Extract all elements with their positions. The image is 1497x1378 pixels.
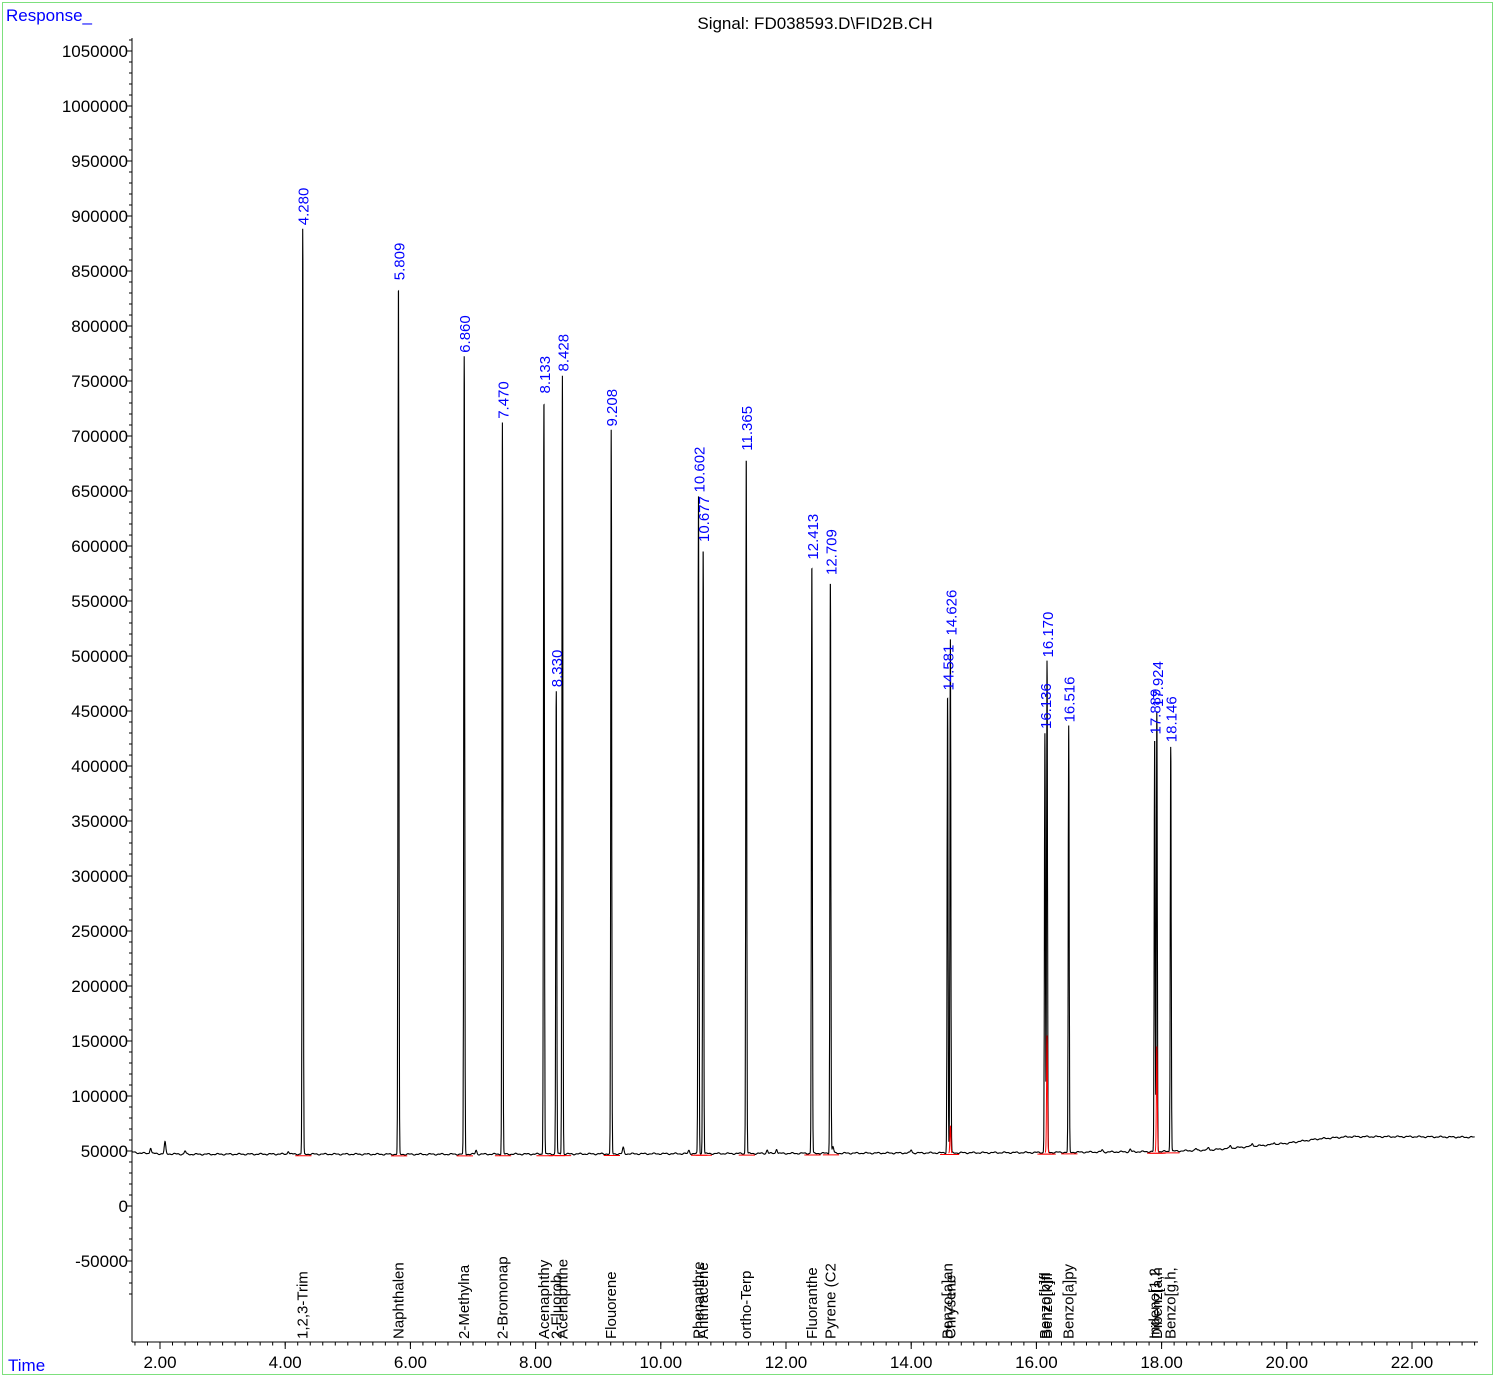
compound-label: Indeno[1,2 [1147,1268,1164,1339]
compound-label: Benzo[b]fl [1037,1272,1054,1339]
y-axis-title: Response_ [6,6,93,25]
compound-label: 2-Fluorob [548,1275,565,1339]
compound-label: Benzo[g,h, [1163,1267,1180,1339]
retention-time-label: 8.330 [549,650,566,688]
compound-label: Naphthalen [390,1262,407,1339]
compound-label: Fluoranthe [804,1267,821,1339]
y-tick-label: 750000 [71,372,128,391]
compound-label: Benzo[a]py [1061,1263,1078,1339]
compound-label: Pyrene (C2 [822,1263,839,1339]
chromatogram-trace [131,228,1475,1156]
retention-time-label: 14.626 [943,590,960,636]
y-tick-label: 600000 [71,537,128,556]
retention-time-label: 17.889 [1148,689,1165,735]
x-axis-title: Time [8,1356,46,1375]
compound-label: Acenaphthy [536,1259,553,1339]
y-tick-label: 500000 [71,647,128,666]
x-tick-label: 2.00 [143,1353,176,1372]
retention-time-label: 16.170 [1040,612,1057,658]
y-tick-label: 700000 [71,427,128,446]
retention-time-label: 6.860 [457,315,474,353]
y-tick-label: 0 [119,1197,128,1216]
compound-label: Dibenz[a,h [1149,1267,1166,1339]
y-tick-label: 900000 [71,207,128,226]
x-tick-label: 16.00 [1015,1353,1058,1372]
y-tick-label: 400000 [71,757,128,776]
compound-label: ortho-Terp [738,1271,755,1339]
compound-label: Benzo[k]fl [1039,1273,1056,1339]
retention-time-label: 9.208 [604,389,621,427]
compound-label: Anthracene [695,1262,712,1339]
x-tick-label: 22.00 [1391,1353,1434,1372]
retention-time-label: 10.602 [691,447,708,493]
retention-time-label: 12.413 [805,514,822,560]
retention-time-label: 10.677 [696,496,713,542]
compound-label: Chrysene [942,1275,959,1339]
y-tick-label: 100000 [71,1087,128,1106]
compound-label: Phenanthre [690,1261,707,1339]
y-tick-label: 250000 [71,922,128,941]
y-tick-label: 1050000 [62,42,128,61]
y-tick-label: 150000 [71,1032,128,1051]
compound-label: 1,2,3-Trim [295,1271,312,1339]
x-tick-label: 20.00 [1266,1353,1309,1372]
retention-time-label: 4.280 [296,188,313,226]
retention-time-label: 12.709 [823,529,840,575]
y-tick-label: 800000 [71,317,128,336]
x-tick-label: 12.00 [765,1353,808,1372]
y-tick-label: 350000 [71,812,128,831]
x-tick-label: 14.00 [890,1353,933,1372]
compound-label: Benzo[a]an [940,1263,957,1339]
compound-label: 2-Bromonap [494,1256,511,1339]
retention-time-label: 8.133 [537,356,554,394]
y-tick-label: 650000 [71,482,128,501]
retention-time-label: 7.470 [495,381,512,419]
x-tick-label: 10.00 [640,1353,683,1372]
retention-time-label: 17.924 [1150,661,1167,707]
x-tick-label: 6.00 [394,1353,427,1372]
retention-time-label: 14.581 [941,645,958,691]
y-tick-label: 550000 [71,592,128,611]
retention-time-label: 5.809 [391,243,408,281]
x-tick-label: 18.00 [1140,1353,1183,1372]
compound-label: 2-Methylna [456,1264,473,1339]
retention-time-label: 16.136 [1038,683,1055,729]
chart-title: Signal: FD038593.D\FID2B.CH [697,14,933,33]
compound-label: Acenaphthe [554,1259,571,1339]
compound-label: Flouorene [603,1271,620,1339]
y-tick-label: 950000 [71,152,128,171]
y-tick-label: 450000 [71,702,128,721]
retention-time-label: 11.365 [739,406,756,451]
integration-peak [1044,1035,1050,1153]
integration-peak [948,1125,953,1154]
y-tick-label: 300000 [71,867,128,886]
y-tick-label: 50000 [81,1142,128,1161]
y-tick-label: -50000 [75,1252,128,1271]
y-tick-label: 1000000 [62,97,128,116]
x-tick-label: 4.00 [269,1353,302,1372]
retention-time-label: 16.516 [1062,677,1079,723]
integration-peak [1154,1046,1160,1152]
y-tick-label: 200000 [71,977,128,996]
x-tick-label: 8.00 [519,1353,552,1372]
retention-time-label: 18.146 [1164,696,1181,742]
retention-time-label: 8.428 [555,334,572,372]
y-tick-label: 850000 [71,262,128,281]
